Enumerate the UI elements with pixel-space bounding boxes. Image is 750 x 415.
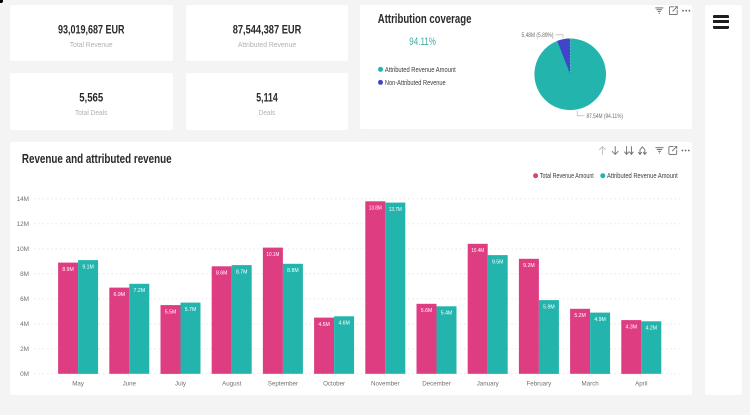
svg-text:14M: 14M	[17, 196, 29, 203]
svg-text:5,114: 5,114	[256, 91, 278, 105]
svg-text:8.7M: 8.7M	[236, 270, 248, 276]
svg-text:87.54M (94.11%): 87.54M (94.11%)	[587, 114, 624, 120]
svg-text:8.6M: 8.6M	[216, 271, 228, 277]
svg-text:8.9M: 8.9M	[62, 267, 74, 273]
svg-text:July: July	[175, 381, 187, 388]
svg-text:7.2M: 7.2M	[134, 288, 146, 294]
svg-text:5.48M (5.89%): 5.48M (5.89%)	[522, 33, 554, 39]
svg-text:October: October	[323, 381, 345, 388]
svg-text:4.9M: 4.9M	[594, 317, 606, 323]
svg-text:Attributed Revenue: Attributed Revenue	[237, 40, 295, 49]
svg-text:10.4M: 10.4M	[471, 248, 484, 254]
svg-text:May: May	[72, 381, 85, 388]
svg-text:94.11%: 94.11%	[409, 36, 436, 48]
svg-text:4.3M: 4.3M	[626, 325, 638, 331]
svg-text:June: June	[123, 381, 137, 388]
svg-text:January: January	[477, 381, 500, 388]
svg-text:Attributed Revenue Amount: Attributed Revenue Amount	[607, 173, 678, 180]
svg-text:9.1M: 9.1M	[82, 265, 94, 271]
svg-text:5.7M: 5.7M	[185, 307, 197, 313]
svg-text:8M: 8M	[20, 271, 29, 278]
svg-text:5.9M: 5.9M	[543, 305, 555, 311]
svg-text:4.6M: 4.6M	[338, 321, 350, 327]
svg-text:5.6M: 5.6M	[421, 308, 433, 314]
svg-text:8.8M: 8.8M	[287, 268, 299, 274]
svg-text:Attribution coverage: Attribution coverage	[378, 11, 472, 26]
svg-text:4.5M: 4.5M	[318, 322, 330, 328]
svg-text:6M: 6M	[20, 296, 29, 303]
svg-text:9.2M: 9.2M	[523, 263, 535, 269]
svg-text:0M: 0M	[20, 371, 29, 378]
svg-text:5,565: 5,565	[79, 91, 103, 105]
svg-text:Total Revenue: Total Revenue	[70, 40, 113, 49]
svg-text:9.5M: 9.5M	[492, 260, 504, 266]
svg-text:September: September	[268, 381, 298, 388]
svg-text:4.2M: 4.2M	[646, 326, 658, 332]
svg-text:10M: 10M	[17, 246, 29, 253]
svg-text:93,019,687 EUR: 93,019,687 EUR	[58, 23, 125, 37]
svg-text:December: December	[422, 381, 451, 388]
svg-text:4M: 4M	[20, 321, 29, 328]
svg-text:13.8M: 13.8M	[369, 206, 382, 212]
svg-text:February: February	[527, 381, 553, 388]
svg-text:Total Revenue Amount: Total Revenue Amount	[540, 173, 594, 180]
svg-text:5.2M: 5.2M	[574, 313, 586, 319]
svg-text:5.5M: 5.5M	[165, 310, 177, 316]
svg-text:March: March	[581, 381, 599, 388]
svg-text:5.4M: 5.4M	[441, 311, 453, 317]
svg-text:Attributed Revenue Amount: Attributed Revenue Amount	[385, 67, 456, 74]
svg-text:Non-Attributed Revenue: Non-Attributed Revenue	[385, 80, 446, 87]
svg-text:87,544,387 EUR: 87,544,387 EUR	[232, 23, 301, 37]
svg-text:2M: 2M	[20, 346, 29, 353]
svg-text:Total Deals: Total Deals	[75, 108, 108, 117]
svg-text:April: April	[635, 381, 647, 388]
svg-text:10.1M: 10.1M	[266, 252, 279, 258]
svg-text:November: November	[371, 381, 400, 388]
svg-text:13.7M: 13.7M	[389, 207, 402, 213]
svg-text:Deals: Deals	[258, 108, 275, 117]
svg-text:6.9M: 6.9M	[114, 292, 126, 298]
svg-text:August: August	[222, 381, 242, 388]
svg-text:Revenue and attributed revenue: Revenue and attributed revenue	[22, 151, 172, 166]
svg-text:12M: 12M	[17, 221, 29, 228]
